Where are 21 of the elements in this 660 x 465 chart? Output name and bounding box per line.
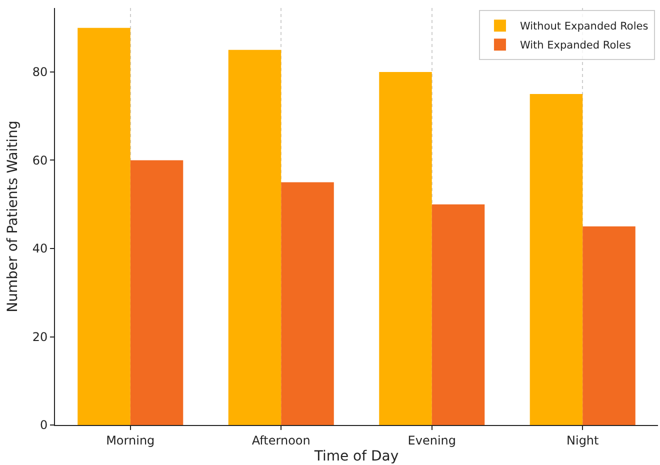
y-tick-label: 20 <box>32 330 48 344</box>
y-tick-label: 40 <box>32 242 48 256</box>
bar <box>432 204 485 425</box>
bar <box>582 226 636 425</box>
x-axis-title: Time of Day <box>313 448 399 465</box>
x-tick-label: Night <box>566 433 600 448</box>
y-tick-label: 80 <box>32 65 48 80</box>
x-tick-label: Evening <box>408 433 456 448</box>
y-tick-label: 0 <box>40 418 48 432</box>
bar <box>530 94 583 425</box>
legend-label: With Expanded Roles <box>520 40 631 52</box>
bar <box>78 28 130 425</box>
bar <box>130 160 184 425</box>
y-tick-label: 60 <box>32 153 48 168</box>
bar <box>228 50 282 425</box>
bar <box>281 182 334 425</box>
bar <box>379 72 432 425</box>
x-tick-label: Morning <box>106 433 155 448</box>
legend-label: Without Expanded Roles <box>520 20 648 33</box>
y-axis-title: Number of Patients Waiting <box>5 120 21 312</box>
x-tick-label: Afternoon <box>252 433 310 448</box>
